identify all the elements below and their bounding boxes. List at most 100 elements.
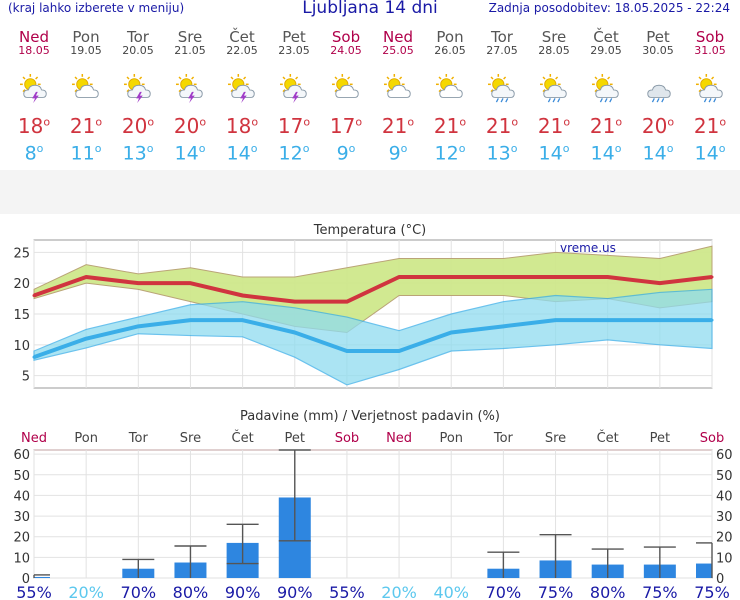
- max-temperature: 17o: [329, 114, 363, 138]
- min-temperature-point: [606, 318, 610, 322]
- precipitation-probability: 40%: [433, 583, 469, 600]
- precipitation-probability: 75%: [694, 583, 730, 600]
- precipitation-bar: [34, 576, 50, 578]
- last-updated: Zadnja posodobitev: 18.05.2025 - 22:24: [488, 1, 730, 15]
- cloud-icon: [543, 84, 567, 98]
- y-tick-label-right: 60: [716, 448, 733, 463]
- max-temperature: 17o: [277, 114, 311, 138]
- day-name: Sre: [541, 28, 567, 46]
- max-temperature-point: [136, 281, 140, 285]
- day-name: Pon: [72, 28, 100, 46]
- max-temperature-point: [345, 300, 349, 304]
- max-temperature-point: [293, 300, 297, 304]
- day-name: Pet: [282, 28, 306, 46]
- day-date: 30.05: [642, 44, 674, 57]
- y-tick-label-left: 50: [13, 469, 30, 484]
- min-temperature-point: [293, 331, 297, 334]
- sun-cloud-lightning-icon: [228, 74, 258, 104]
- max-temperature-point: [606, 275, 610, 279]
- cloud-icon: [75, 84, 99, 98]
- min-temperature-point: [32, 355, 36, 359]
- day-date: 28.05: [538, 44, 570, 57]
- y-tick-label: 5: [22, 370, 30, 385]
- cloud-icon: [491, 84, 515, 98]
- sun-cloud-rain-icon: [592, 74, 622, 104]
- max-temperature: 18o: [17, 114, 51, 138]
- min-temperature: 12o: [278, 142, 310, 165]
- max-temperature-line: [33, 275, 713, 304]
- max-temperature: 20o: [173, 114, 207, 138]
- max-temperature: 21o: [69, 114, 103, 138]
- x-tick-label: Pet: [285, 431, 305, 446]
- watermark: vreme.us: [560, 241, 616, 255]
- y-tick-label-right: 0: [716, 572, 724, 587]
- max-temperature-point: [710, 275, 714, 279]
- min-temperature: 14o: [538, 142, 570, 165]
- location-menu-hint[interactable]: (kraj lahko izberete v meniju): [8, 1, 185, 15]
- max-temperature: 21o: [381, 114, 415, 138]
- precipitation-probability: 55%: [16, 583, 52, 600]
- min-temperature: 11o: [70, 142, 102, 165]
- x-tick-label: Tor: [493, 431, 514, 446]
- lightning-icon: [240, 91, 247, 104]
- sun-cloud-rain-icon: [488, 74, 518, 104]
- rain-icon: [599, 98, 613, 103]
- precipitation-probability: 90%: [225, 583, 261, 600]
- y-tick-label: 25: [13, 246, 30, 261]
- min-temperature-point: [554, 318, 558, 322]
- x-tick-label: Čet: [597, 430, 619, 446]
- day-date: 20.05: [122, 44, 154, 57]
- day-name: Sob: [331, 28, 361, 46]
- max-temperature: 21o: [433, 114, 467, 138]
- precipitation-probability: 20%: [381, 583, 417, 600]
- min-temperature-point: [84, 337, 88, 341]
- day-column: Tor 27.05 21o 13o: [476, 30, 528, 170]
- day-date: 29.05: [590, 44, 622, 57]
- min-temperature: 14o: [694, 142, 726, 165]
- min-temperature: 14o: [226, 142, 258, 165]
- cloud-icon: [387, 84, 411, 98]
- day-name: Ned: [383, 28, 413, 46]
- max-temperature-point: [241, 294, 245, 297]
- min-temperature-point: [397, 349, 401, 353]
- lightning-icon: [292, 91, 299, 104]
- max-temperature: 21o: [485, 114, 519, 138]
- day-name: Tor: [127, 28, 149, 46]
- x-tick-label: Ned: [21, 431, 47, 446]
- temperature-chart-title: Temperatura (°C): [313, 223, 426, 238]
- precipitation-probability: 20%: [68, 583, 104, 600]
- min-temperature-point: [188, 318, 192, 322]
- max-temperature: 18o: [225, 114, 259, 138]
- precipitation-probability: 80%: [173, 583, 209, 600]
- max-temperature: 21o: [589, 114, 623, 138]
- min-temperature-point: [710, 318, 714, 322]
- x-tick-label: Pet: [650, 431, 670, 446]
- lightning-icon: [136, 91, 143, 104]
- max-temperature: 20o: [121, 114, 155, 138]
- min-temperature-point: [241, 318, 245, 322]
- y-tick-label-right: 30: [716, 510, 733, 525]
- cloud-icon: [699, 84, 723, 98]
- min-temperature: 9o: [388, 142, 408, 165]
- min-temperature: 14o: [174, 142, 206, 165]
- header: (kraj lahko izberete v meniju) Ljubljana…: [0, 0, 740, 22]
- min-temperature-point: [136, 324, 140, 328]
- sun-cloud-lightning-icon: [20, 74, 50, 104]
- day-date: 27.05: [486, 44, 518, 57]
- y-tick-label-left: 30: [13, 510, 30, 525]
- day-column: Sob 24.05 17o 9o: [320, 30, 372, 170]
- day-date: 22.05: [226, 44, 258, 57]
- min-temperature: 8o: [24, 142, 44, 165]
- sun-cloud-rain-icon: [540, 74, 570, 104]
- y-tick-label: 10: [13, 339, 30, 354]
- day-name: Pet: [646, 28, 670, 46]
- min-temperature-line: [33, 318, 712, 360]
- sun-cloud-icon: [332, 74, 362, 104]
- x-tick-label: Čet: [232, 430, 254, 446]
- lightning-icon: [188, 91, 195, 104]
- y-tick-label: 15: [13, 308, 30, 323]
- x-tick-label: Tor: [128, 431, 149, 446]
- day-column: Čet 22.05 18o 14o: [216, 30, 268, 170]
- min-temperature: 14o: [590, 142, 622, 165]
- cloud-rain-icon: [644, 74, 674, 104]
